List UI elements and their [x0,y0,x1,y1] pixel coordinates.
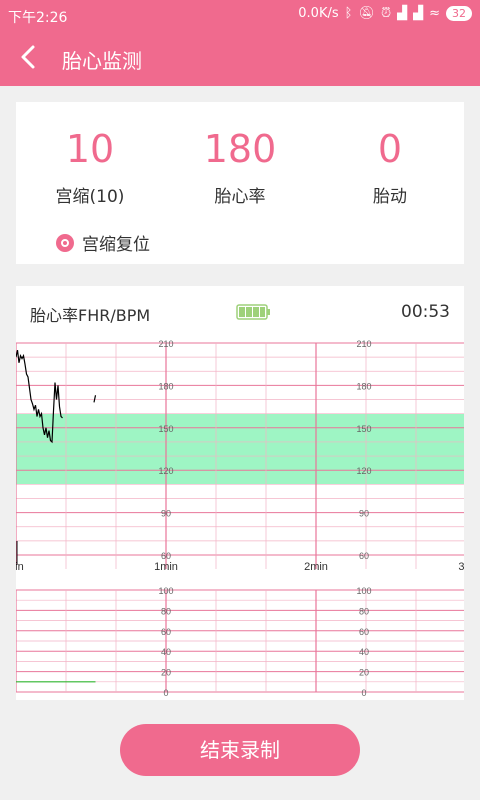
status-bar: 下午2:26 0.0K/s ᛒ 🔕︎ ⏰︎ ▟ ▟ ≈ 32 [0,0,480,30]
stat-fhr: 180 胎心率 [180,126,300,207]
uc-tick-label: 80 [161,606,171,616]
wifi-icon: ≈ [429,6,440,21]
tick-bg [157,423,175,433]
signal-icon-2: ▟ [413,6,424,21]
reset-dot-icon [56,233,74,252]
contraction-label: 宫缩(10) [55,187,125,207]
tick-bg [157,338,175,348]
fhr-label: 胎心率 [214,187,266,207]
fhr-tick-label: 90 [359,509,369,519]
signal-icon: ▟ [397,6,408,21]
uc-tick-label: 40 [161,647,171,657]
fetal-movement-label: 胎动 [373,187,407,207]
fhr-tick-label: 150 [356,424,371,434]
uc-tick-label: 20 [161,668,171,678]
tick-bg [355,338,373,348]
stats-card: 10 宫缩(10) 180 胎心率 0 胎动 宫缩复位 [16,102,464,264]
tick-bg [157,380,175,390]
fhr-tick-label: 60 [359,551,369,561]
ctg-chart: 210 180 150 120 90 60 210 180 150 120 90 60 min 1min 2… [16,338,464,698]
stat-contraction: 10 宫缩(10) [30,126,150,207]
fetal-movement-value: 0 [377,127,403,171]
fhr-tick-label: 120 [158,466,173,476]
fhr-tick-label: 180 [356,381,371,391]
chart-card: 胎心率FHR/BPM 00:53 210 180 150 120 90 60 210 180 1… [16,286,464,700]
uc-tick-label: 80 [359,606,369,616]
fhr-tick-label: 210 [356,339,371,349]
uc-tick-label: 100 [356,586,371,596]
uc-tick-label: 100 [158,586,173,596]
contraction-value: 10 [65,127,115,171]
mute-icon: 🔕︎ [358,6,375,21]
uc-tick-label: 0 [163,688,168,698]
page-title: 胎心监测 [62,49,142,73]
status-icons: 0.0K/s ᛒ 🔕︎ ⏰︎ ▟ ▟ ≈ 32 [298,6,472,21]
time-axis-label: 3m [458,561,464,573]
status-time: 下午2:26 [8,10,68,26]
uc-tick-label: 60 [161,627,171,637]
uc-tick-label: 0 [361,688,366,698]
fhr-tick-label: 210 [158,339,173,349]
alarm-icon: ⏰︎ [380,6,392,21]
tick-bg [157,508,175,518]
fhr-tick-label: 150 [158,424,173,434]
battery-badge: 32 [446,6,472,21]
fhr-tick-label: 90 [161,509,171,519]
fhr-tick-label: 120 [356,466,371,476]
tick-bg [355,508,373,518]
uc-tick-label: 20 [359,668,369,678]
uc-tick-label: 60 [359,627,369,637]
tick-bg [157,465,175,475]
fhr-trace-1 [93,395,97,403]
net-speed: 0.0K/s [298,6,339,21]
time-axis-label: 1min [154,561,178,573]
time-axis-label: min [16,561,24,573]
tick-bg [355,550,373,560]
end-recording-button[interactable]: 结束录制 [120,724,360,776]
contraction-reset-label: 宫缩复位 [82,235,150,255]
tick-bg [355,380,373,390]
uc-tick-label: 40 [359,647,369,657]
chart-timer: 00:53 [401,302,450,322]
chart-header-label: 胎心率FHR/BPM [30,306,151,325]
stat-fetal-movement: 0 胎动 [330,126,450,207]
time-axis-label: 2min [304,561,328,573]
bluetooth-icon: ᛒ [344,6,353,21]
app-bar: 胎心监测 [0,30,480,86]
battery-icon [236,304,270,320]
tick-bg [157,550,175,560]
tick-bg [355,423,373,433]
fhr-tick-label: 60 [161,551,171,561]
fhr-value: 180 [203,127,277,171]
chevron-left-icon[interactable] [14,42,44,72]
fhr-trace-0 [16,349,63,444]
tick-bg [355,465,373,475]
contraction-reset-button[interactable]: 宫缩复位 [56,230,150,255]
normal-range-band [16,413,464,485]
fhr-tick-label: 180 [158,381,173,391]
